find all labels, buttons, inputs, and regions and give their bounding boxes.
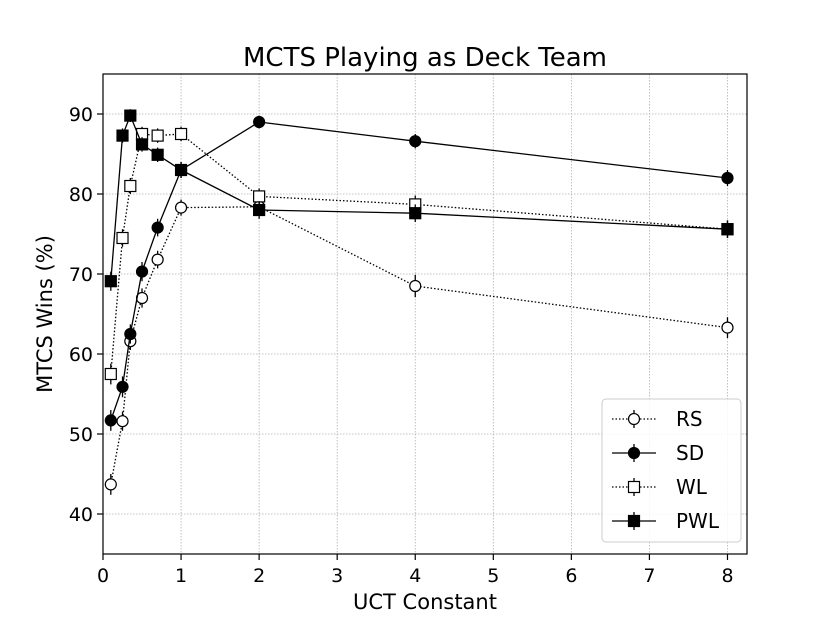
x-tick-label: 4 — [409, 565, 421, 587]
y-tick-label: 70 — [69, 264, 93, 286]
x-tick-label: 3 — [331, 565, 343, 587]
x-tick-label: 0 — [97, 565, 109, 587]
plot-frame — [102, 73, 748, 555]
data-point — [409, 279, 422, 293]
legend-label-rs: RS — [676, 407, 703, 431]
data-point — [124, 327, 137, 341]
legend: RS SD WL PWL — [601, 398, 742, 543]
data-point — [721, 223, 734, 236]
y-tick-label: 60 — [69, 344, 93, 366]
data-point — [116, 415, 129, 428]
data-point — [104, 414, 117, 427]
data-point — [174, 201, 188, 214]
data-point — [104, 367, 117, 381]
data-point — [253, 190, 266, 203]
series-line-wl — [110, 133, 728, 375]
y-tick-label: 40 — [69, 504, 93, 526]
legend-item-rs: RS — [612, 407, 703, 431]
data-point — [174, 163, 188, 177]
x-tick-label: 1 — [175, 565, 187, 587]
data-point — [151, 253, 164, 266]
data-point — [174, 127, 188, 141]
legend-marker — [627, 446, 641, 460]
legend-label-wl: WL — [676, 475, 708, 499]
y-tick-label: 80 — [69, 184, 93, 206]
series-sd — [104, 115, 734, 431]
x-tick-label: 5 — [487, 565, 499, 587]
series-pwl — [104, 109, 734, 291]
data-point — [135, 138, 149, 151]
data-point — [116, 380, 129, 393]
data-point — [116, 129, 129, 142]
data-point — [253, 115, 266, 129]
legend-marker — [627, 514, 641, 528]
data-point — [124, 179, 137, 193]
data-point — [104, 275, 117, 288]
data-point — [721, 321, 734, 334]
series-wl — [104, 126, 734, 385]
data-point — [721, 171, 734, 185]
legend-marker — [627, 412, 641, 426]
tick-layer: 0 1 2 3 4 5 6 7 8 40 50 60 70 80 90 — [69, 104, 734, 587]
data-point — [151, 148, 164, 161]
legend-label-pwl: PWL — [676, 509, 720, 533]
data-point — [151, 129, 164, 142]
x-tick-label: 7 — [643, 565, 655, 587]
chart-title: MCTS Playing as Deck Team — [243, 43, 607, 73]
x-tick-label: 6 — [565, 565, 577, 587]
x-tick-label: 8 — [721, 565, 733, 587]
x-axis-label: UCT Constant — [353, 590, 497, 614]
data-point — [409, 207, 422, 220]
data-point — [253, 203, 266, 217]
data-point — [151, 221, 164, 234]
data-point — [116, 231, 129, 245]
legend-box — [601, 398, 742, 543]
y-axis-label: MTCS Wins (%) — [33, 235, 57, 393]
legend-marker — [627, 480, 641, 494]
series-line-rs — [110, 206, 728, 485]
legend-item-sd: SD — [612, 441, 704, 465]
legend-label-sd: SD — [676, 441, 704, 465]
data-point — [135, 265, 149, 278]
y-tick-label: 50 — [69, 424, 93, 446]
legend-item-wl: WL — [612, 475, 708, 499]
data-point — [104, 478, 117, 491]
data-point — [409, 135, 422, 148]
series-layer — [104, 109, 734, 495]
y-tick-label: 90 — [69, 104, 93, 126]
x-tick-label: 2 — [253, 565, 265, 587]
series-line-sd — [110, 121, 728, 421]
legend-item-pwl: PWL — [612, 509, 720, 533]
data-point — [124, 109, 137, 122]
